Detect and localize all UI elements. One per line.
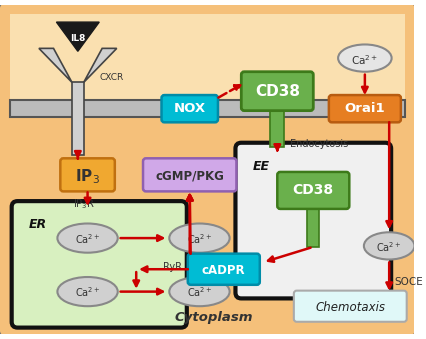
FancyBboxPatch shape xyxy=(161,95,218,122)
Ellipse shape xyxy=(58,277,118,306)
FancyBboxPatch shape xyxy=(12,201,187,327)
Ellipse shape xyxy=(364,232,414,259)
Text: Ca$^{2+}$: Ca$^{2+}$ xyxy=(377,240,402,254)
Bar xyxy=(271,108,284,147)
Text: EE: EE xyxy=(253,160,270,173)
FancyBboxPatch shape xyxy=(188,254,260,285)
Ellipse shape xyxy=(338,44,391,72)
Bar xyxy=(308,206,319,247)
Text: IP$_3$: IP$_3$ xyxy=(75,167,100,186)
FancyBboxPatch shape xyxy=(294,291,407,322)
Text: Endocytosis: Endocytosis xyxy=(290,139,348,149)
Bar xyxy=(72,82,83,155)
Text: SOCE: SOCE xyxy=(394,277,423,287)
Text: Ca$^{2+}$: Ca$^{2+}$ xyxy=(187,232,212,246)
Text: ER: ER xyxy=(29,218,47,231)
Text: Ca$^{2+}$: Ca$^{2+}$ xyxy=(187,286,212,299)
FancyBboxPatch shape xyxy=(236,143,391,298)
Ellipse shape xyxy=(58,223,118,253)
Text: IL8: IL8 xyxy=(70,34,86,43)
Text: CD38: CD38 xyxy=(293,183,334,197)
Text: cGMP/PKG: cGMP/PKG xyxy=(155,169,224,182)
FancyBboxPatch shape xyxy=(143,158,236,192)
Bar xyxy=(10,100,405,117)
Text: Chemotaxis: Chemotaxis xyxy=(315,301,385,314)
Ellipse shape xyxy=(169,277,230,306)
Polygon shape xyxy=(56,22,99,51)
Text: Ca$^{2+}$: Ca$^{2+}$ xyxy=(75,286,100,299)
Ellipse shape xyxy=(169,223,230,253)
Text: cADPR: cADPR xyxy=(202,264,246,277)
Bar xyxy=(10,14,405,100)
Text: Orai1: Orai1 xyxy=(345,102,385,115)
Polygon shape xyxy=(39,48,72,82)
Text: Ca$^{2+}$: Ca$^{2+}$ xyxy=(351,53,378,67)
FancyBboxPatch shape xyxy=(329,95,401,122)
Text: RyR: RyR xyxy=(164,262,182,272)
Text: NOX: NOX xyxy=(174,102,206,115)
FancyBboxPatch shape xyxy=(277,172,349,209)
Polygon shape xyxy=(83,48,117,82)
FancyBboxPatch shape xyxy=(241,72,313,111)
Text: CD38: CD38 xyxy=(255,84,300,99)
FancyBboxPatch shape xyxy=(60,158,115,192)
Text: IP$_3$R: IP$_3$R xyxy=(73,197,95,211)
Text: Ca$^{2+}$: Ca$^{2+}$ xyxy=(75,232,100,246)
FancyBboxPatch shape xyxy=(0,2,417,337)
Text: CXCR: CXCR xyxy=(99,73,124,82)
Text: Cytoplasm: Cytoplasm xyxy=(175,312,253,324)
